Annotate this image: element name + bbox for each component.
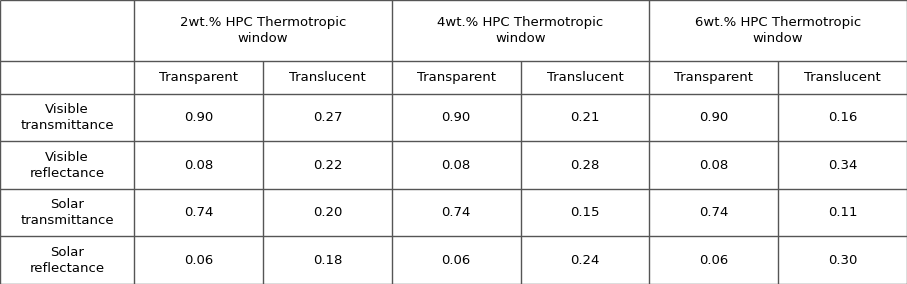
Text: 0.06: 0.06 [442,254,471,267]
Text: Transparent: Transparent [159,71,239,84]
Text: Translucent: Translucent [289,71,366,84]
Text: 0.21: 0.21 [571,111,600,124]
Text: 0.18: 0.18 [313,254,342,267]
Text: 0.20: 0.20 [313,206,342,219]
Text: 0.27: 0.27 [313,111,342,124]
Text: 0.08: 0.08 [699,159,728,172]
Text: Translucent: Translucent [805,71,881,84]
Text: 0.90: 0.90 [442,111,471,124]
Text: Solar
reflectance: Solar reflectance [30,246,104,275]
Text: 6wt.% HPC Thermotropic
window: 6wt.% HPC Thermotropic window [695,16,862,45]
Text: 0.90: 0.90 [184,111,213,124]
Text: 0.08: 0.08 [442,159,471,172]
Text: Translucent: Translucent [547,71,623,84]
Text: 0.34: 0.34 [828,159,857,172]
Text: Transparent: Transparent [416,71,496,84]
Text: 0.90: 0.90 [699,111,728,124]
Text: 0.24: 0.24 [571,254,600,267]
Text: Visible
transmittance: Visible transmittance [20,103,114,132]
Text: 0.06: 0.06 [699,254,728,267]
Text: 0.16: 0.16 [828,111,857,124]
Text: 0.08: 0.08 [184,159,213,172]
Text: Visible
reflectance: Visible reflectance [30,151,104,180]
Text: 0.28: 0.28 [571,159,600,172]
Text: 0.11: 0.11 [828,206,857,219]
Text: Solar
transmittance: Solar transmittance [20,198,114,227]
Text: Transparent: Transparent [674,71,754,84]
Text: 0.74: 0.74 [442,206,471,219]
Text: 0.30: 0.30 [828,254,857,267]
Text: 2wt.% HPC Thermotropic
window: 2wt.% HPC Thermotropic window [180,16,346,45]
Text: 0.74: 0.74 [184,206,213,219]
Text: 0.06: 0.06 [184,254,213,267]
Text: 0.15: 0.15 [571,206,600,219]
Text: 0.22: 0.22 [313,159,342,172]
Text: 4wt.% HPC Thermotropic
window: 4wt.% HPC Thermotropic window [437,16,604,45]
Text: 0.74: 0.74 [699,206,728,219]
